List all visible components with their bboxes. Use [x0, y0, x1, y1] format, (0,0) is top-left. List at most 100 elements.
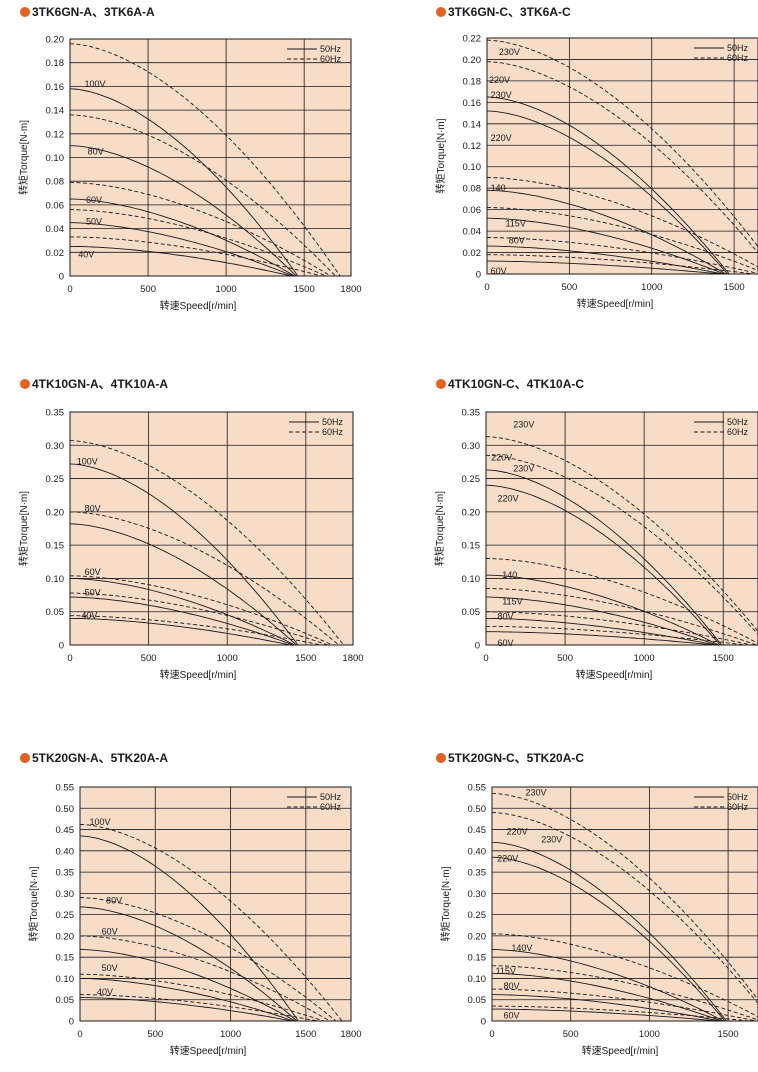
x-tick-label: 0	[484, 282, 489, 293]
curve-140v-50hz	[487, 189, 727, 274]
y-tick-label: 0.18	[463, 76, 482, 87]
curve-220v-60hz	[487, 61, 758, 254]
y-tick-label: 0.05	[468, 995, 487, 1006]
curve-115v-50hz	[486, 596, 718, 645]
curve-230v-50hz	[487, 96, 730, 274]
curve-80v-60hz	[487, 237, 758, 274]
curve-40v-50hz	[70, 245, 292, 276]
y-tick-label: 0.08	[463, 184, 482, 195]
voltage-label: 80V	[106, 896, 122, 906]
curve-115v-50hz	[487, 217, 725, 274]
x-axis-label: 转速Speed[r/min]	[582, 1044, 659, 1057]
y-tick-label: 0.40	[468, 846, 487, 857]
y-tick-label: 0.12	[46, 129, 65, 140]
curve-80v-60hz	[492, 988, 757, 1021]
chart-panel-3tk6-c: 3TK6GN-C、3TK6A-C 0 0.02 0.04 0.06 0.08 0.10 0.…	[416, 0, 758, 330]
voltage-label: 230V	[491, 90, 512, 100]
voltage-label: 230V	[525, 788, 546, 798]
y-tick-label: 0.10	[463, 162, 482, 173]
y-tick-label: 0	[481, 1017, 486, 1028]
x-tick-label: 1000	[217, 653, 238, 664]
curve-230v-50hz	[486, 469, 722, 645]
x-axis-label: 转速Speed[r/min]	[160, 299, 237, 312]
y-tick-label: 0.15	[46, 541, 65, 552]
curve-115v-60hz	[487, 207, 758, 271]
y-tick-label: 0.05	[56, 995, 75, 1006]
curve-60v-60hz	[70, 575, 333, 645]
chart-title: 3TK6GN-A、3TK6A-A	[32, 5, 155, 19]
legend-label-dashed: 60Hz	[727, 427, 749, 437]
curve-140v-60hz	[487, 177, 758, 268]
y-tick-label: 0.35	[468, 868, 487, 879]
x-tick-label: 0	[67, 653, 72, 664]
curve-230v-50hz	[492, 841, 727, 1021]
curve-40v-50hz	[80, 997, 293, 1021]
voltage-label: 40V	[81, 611, 97, 621]
curve-140v-50hz	[486, 574, 719, 645]
curve-230v-60hz	[486, 436, 758, 633]
legend-label-dashed: 60Hz	[727, 802, 749, 812]
title-bullet-icon	[436, 753, 446, 763]
y-tick-label: 0.06	[46, 200, 65, 211]
curve-60v-50hz	[80, 949, 296, 1021]
y-tick-label: 0.45	[468, 825, 487, 836]
curve-80v-60hz	[70, 114, 336, 276]
legend-label-solid: 50Hz	[727, 792, 749, 802]
y-tick-label: 0	[59, 641, 64, 652]
legend-label-dashed: 60Hz	[320, 54, 342, 64]
y-tick-label: 0.06	[463, 205, 482, 216]
curve-80v-50hz	[80, 906, 298, 1021]
curve-60v-60hz	[70, 181, 331, 276]
legend-label-dashed: 60Hz	[320, 802, 342, 812]
plot-area	[70, 412, 353, 645]
y-tick-label: 0.20	[462, 507, 481, 518]
y-axis-label: 转矩Torque[N·m]	[433, 491, 446, 566]
y-tick-label: 0	[476, 270, 481, 281]
curve-80v-60hz	[70, 511, 340, 645]
x-tick-label: 500	[557, 653, 573, 664]
y-tick-label: 0.25	[468, 910, 487, 921]
chart-panel-5tk20-a: 5TK20GN-A、5TK20A-A 0 0.05 0.10 0.15 0.20 0.25…	[0, 746, 379, 1072]
curve-40v-60hz	[80, 994, 318, 1021]
x-tick-label: 1500	[294, 284, 315, 295]
curve-80v-60hz	[80, 897, 337, 1021]
y-tick-label: 0.15	[462, 541, 481, 552]
plot-frame	[69, 38, 352, 277]
voltage-label: 230V	[513, 420, 534, 430]
y-tick-label: 0.35	[56, 868, 75, 879]
torque-speed-chart: 0 0.05 0.10 0.15 0.20 0.25 0.30 0.35 0 500 1000 150…	[433, 408, 758, 681]
x-tick-label: 500	[140, 284, 156, 295]
curve-50v-60hz	[70, 592, 328, 645]
curve-50v-60hz	[80, 973, 325, 1021]
torque-speed-chart: 0 0.05 0.10 0.15 0.20 0.25 0.30 0.35 0 500 1000 150…	[17, 408, 364, 682]
curve-60v-50hz	[492, 1008, 719, 1021]
x-tick-label: 0	[67, 284, 72, 295]
y-tick-label: 0.20	[46, 507, 65, 518]
voltage-label: 40V	[78, 250, 94, 260]
y-axis-label: 转矩Torque[N·m]	[17, 120, 30, 195]
x-tick-label: 1800	[340, 284, 361, 295]
torque-speed-chart: 0 0.05 0.10 0.15 0.20 0.25 0.30 0.35 0.40 0.45 0.5…	[27, 783, 362, 1058]
y-tick-label: 0.22	[463, 34, 482, 45]
curve-220v-60hz	[486, 454, 758, 635]
y-tick-label: 0.40	[56, 846, 75, 857]
y-tick-label: 0.05	[46, 607, 65, 618]
torque-speed-chart: 0 0.05 0.10 0.15 0.20 0.25 0.30 0.35 0.40 0.45 0.5…	[439, 783, 758, 1057]
y-tick-label: 0.08	[46, 177, 65, 188]
x-tick-label: 1000	[641, 282, 662, 293]
x-tick-label: 1000	[639, 1029, 660, 1040]
x-tick-label: 1000	[216, 284, 237, 295]
voltage-label: 80V	[497, 611, 513, 621]
y-tick-label: 0.35	[46, 408, 65, 419]
voltage-label: 60V	[497, 638, 513, 648]
voltage-label: 230V	[499, 47, 520, 57]
torque-speed-chart: 0 0.02 0.04 0.06 0.08 0.10 0.12 0.14 0.16 0.18 0.2…	[17, 35, 362, 313]
chart-title: 5TK20GN-C、5TK20A-C	[448, 751, 585, 765]
curve-100v-50hz	[70, 463, 299, 645]
curve-100v-50hz	[70, 88, 299, 276]
y-tick-label: 0.05	[462, 607, 481, 618]
plot-frame	[69, 411, 354, 646]
chart-panel-3tk6-a: 3TK6GN-A、3TK6A-A 0 0.02 0.04 0.06 0.08 0.10 0.…	[0, 0, 379, 330]
curve-140v-60hz	[492, 933, 758, 1018]
curve-60v-60hz	[486, 625, 746, 645]
